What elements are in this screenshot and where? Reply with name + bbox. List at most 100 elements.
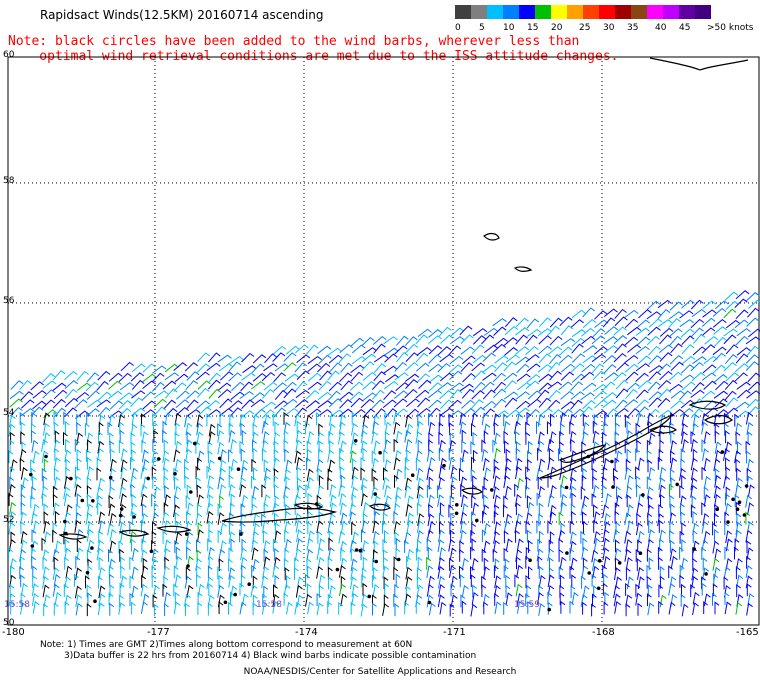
wind-barb [317, 400, 332, 409]
wind-barb [625, 371, 639, 381]
wind-barb [736, 574, 744, 588]
wind-barb [196, 539, 201, 553]
wind-barb [482, 352, 496, 362]
wind-barb [208, 583, 214, 596]
wind-barb [736, 467, 741, 481]
wind-barb [537, 364, 552, 373]
wind-barb [43, 594, 51, 607]
wind-barb [10, 380, 24, 390]
wind-barb [86, 493, 92, 507]
wind-barb [582, 511, 587, 525]
wind-barb [604, 591, 610, 605]
wind-barb [691, 372, 706, 382]
wind-barb [129, 592, 135, 606]
wind-barb [239, 601, 247, 615]
wind-barb [294, 566, 299, 580]
wind-barb [351, 355, 367, 365]
wind-barb [459, 529, 467, 543]
wind-barb [515, 346, 529, 355]
wind-barb [96, 457, 102, 471]
wind-barb [327, 449, 335, 463]
wind-barb [185, 390, 200, 400]
wind-barb [297, 477, 302, 491]
wind-barb [515, 502, 521, 516]
wind-barb [152, 512, 159, 526]
wind-barb [328, 459, 336, 473]
wind-barb [472, 381, 486, 392]
wind-barb [261, 448, 267, 462]
wind-barb [746, 317, 760, 327]
wind-barb [152, 438, 158, 452]
wind-barb [724, 390, 737, 401]
wind-barb [20, 391, 34, 401]
wind-barb [428, 374, 443, 383]
wind-barb [20, 501, 26, 515]
wind-barb [384, 439, 391, 452]
contamination-dot [119, 507, 124, 511]
wind-barb [404, 593, 412, 607]
wind-barb [196, 400, 210, 410]
wind-barb [252, 522, 260, 536]
wind-barb [382, 603, 389, 616]
wind-barb [43, 458, 49, 472]
wind-barb [283, 439, 289, 453]
wind-barb [724, 591, 730, 605]
contamination-dot [564, 485, 569, 490]
wind-barb [746, 390, 760, 399]
wind-barb [449, 603, 455, 617]
wind-barb [657, 397, 671, 408]
wind-barb [373, 343, 386, 354]
wind-barb [9, 390, 24, 400]
wind-barb [591, 573, 597, 587]
wind-barb [638, 309, 652, 319]
wind-barb [482, 364, 497, 373]
wind-barb [461, 440, 467, 453]
wind-barb [196, 549, 202, 563]
wind-barb [735, 422, 742, 436]
wind-barb [153, 603, 159, 617]
wind-barb [602, 484, 607, 498]
wind-barb [252, 558, 260, 572]
wind-barb [714, 548, 722, 562]
wind-barb [316, 547, 324, 560]
wind-barb [525, 575, 531, 588]
wind-barb [714, 601, 720, 615]
wind-barb [659, 466, 667, 480]
wind-barb [20, 521, 26, 535]
wind-barb [703, 380, 717, 390]
wind-barb [371, 574, 377, 588]
wind-barb [569, 547, 575, 561]
wind-barb [230, 538, 236, 552]
wind-barb [274, 400, 289, 409]
wind-barb [196, 414, 204, 428]
wind-barb [42, 380, 57, 389]
wind-barb [318, 584, 324, 598]
wind-barb [448, 504, 454, 518]
wind-barb [64, 397, 79, 408]
wind-barb [450, 466, 458, 479]
wind-barb [360, 430, 368, 444]
wind-barb [625, 382, 640, 392]
wind-barb [109, 602, 115, 616]
wind-barb [20, 484, 26, 497]
wind-barb [471, 538, 477, 552]
wind-barb [669, 520, 675, 534]
wind-barb [735, 401, 750, 410]
wind-barb [75, 602, 83, 616]
wind-barb [362, 414, 370, 428]
wind-barb [283, 388, 297, 399]
wind-barb [9, 406, 23, 417]
wind-barb [165, 388, 178, 399]
wind-barb [264, 467, 271, 481]
wind-barb [626, 520, 634, 534]
wind-barb [658, 388, 672, 399]
wind-barb [659, 334, 672, 345]
wind-barb [582, 345, 598, 354]
coastline [293, 502, 324, 510]
wind-barb [691, 423, 699, 437]
wind-barb [724, 291, 739, 301]
wind-barb [527, 501, 535, 515]
wind-barb [528, 566, 533, 580]
wind-barb [327, 477, 333, 490]
wind-barb [52, 370, 66, 381]
